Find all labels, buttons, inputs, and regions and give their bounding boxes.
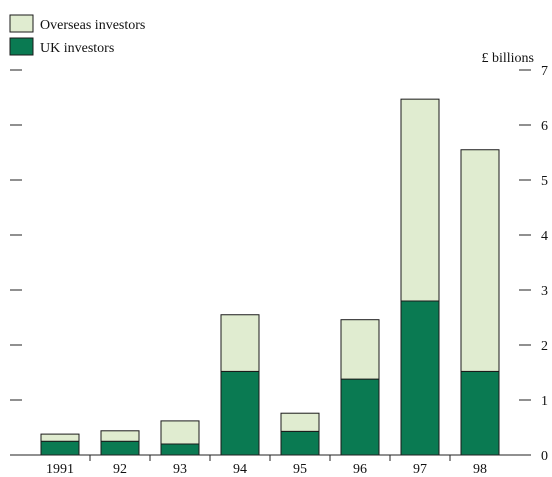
y-tick-label-0: 0 [541,449,548,464]
bar-92-uk [100,440,140,456]
y-tick-labels: 0 1 2 3 4 5 6 7 [541,64,548,464]
x-tick-label-94: 94 [233,462,247,477]
y-tick-label-4: 4 [541,229,548,244]
bar-96-overseas [340,319,380,380]
x-tick-label-97: 97 [413,462,427,477]
bar-95-overseas [280,412,320,432]
legend-swatch-uk [9,37,34,56]
x-tick-labels: 1991 92 93 94 95 96 97 98 [46,462,487,477]
y-tick-label-7: 7 [541,64,548,79]
x-tick-label-1991: 1991 [46,462,74,477]
x-tick-label-98: 98 [473,462,487,477]
y-tick-label-2: 2 [541,339,548,354]
bar-97-overseas [400,98,440,302]
x-tick-label-92: 92 [113,462,127,477]
legend-label-uk: UK investors [40,41,114,56]
y-axis-label: £ billions [481,51,534,66]
bar-98-uk [460,370,500,456]
bar-92-overseas [100,430,140,442]
legend-swatch-overseas [9,14,34,33]
x-tick-label-93: 93 [173,462,187,477]
x-tick-marks [89,455,451,461]
bar-93-uk [160,443,200,456]
left-tick-marks [10,69,22,401]
bar-93-overseas [160,420,200,445]
bar-98-overseas [460,149,500,372]
bar-96-uk [340,378,380,456]
y-tick-label-3: 3 [541,284,548,299]
bar-95-uk [280,430,320,456]
y-tick-label-6: 6 [541,119,548,134]
bar-1991-overseas [40,433,80,442]
x-tick-label-96: 96 [353,462,367,477]
legend: Overseas investors UK investors [9,14,145,56]
bar-1991-uk [40,440,80,456]
bar-97-uk [400,300,440,456]
y-tick-label-1: 1 [541,394,548,409]
legend-label-overseas: Overseas investors [40,18,145,33]
bar-94-overseas [220,314,260,372]
y-tick-label-5: 5 [541,174,548,189]
right-tick-marks [516,69,531,456]
bar-94-uk [220,370,260,456]
x-tick-label-95: 95 [293,462,307,477]
bars [40,98,500,456]
